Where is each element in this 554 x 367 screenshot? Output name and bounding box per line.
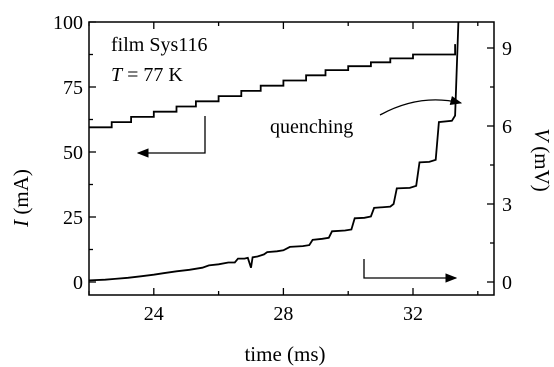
y-left-tick-label: 100 [53,12,83,34]
y-left-axis-label: I (mA) [9,169,33,228]
voltage-series-line [88,21,460,282]
tick-labels: 24 28 32 0 25 50 75 100 0 3 6 9 [53,12,512,325]
quenching-arrow [379,95,463,116]
y-left-tick-label: 50 [63,142,83,164]
current-series-line [89,44,457,129]
y-left-axis-unit: (mA) [9,169,33,220]
y-right-tick-label: 6 [502,116,512,138]
y-right-axis-unit: (mV) [530,141,554,192]
plot-frame [88,21,495,296]
y-left-tick-label: 0 [73,272,83,294]
series-layer [88,21,460,282]
temperature-label: T = 77 K [111,64,183,86]
x-tick-label: 28 [273,303,293,325]
quenching-label: quenching [270,116,353,138]
right-axis-arrow [363,259,458,283]
ticks [88,21,494,295]
x-tick-label: 32 [403,303,423,325]
y-left-axis-symbol: I [9,219,33,228]
left-axis-arrow [136,116,206,158]
y-left-tick-label: 75 [63,77,83,99]
y-right-axis-label: V (mV) [530,128,554,192]
temperature-symbol: T [111,64,124,86]
film-label: film Sys116 [111,34,208,56]
y-right-axis-symbol: V [530,128,554,143]
y-right-tick-label: 9 [502,38,512,60]
x-axis-label: time (ms) [244,342,325,366]
y-left-tick-label: 25 [63,207,83,229]
y-right-tick-label: 0 [502,272,512,294]
y-right-tick-label: 3 [502,194,512,216]
x-tick-label: 24 [144,303,164,325]
temperature-value: = 77 K [122,64,183,86]
plot-area: 24 28 32 0 25 50 75 100 0 3 6 9 [53,12,512,325]
